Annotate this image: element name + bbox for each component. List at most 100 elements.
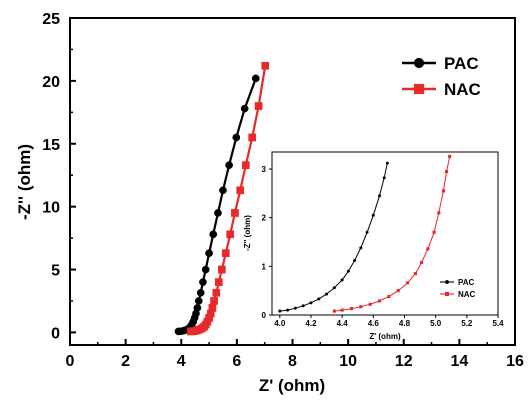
main-y-tick-label: 5: [51, 263, 60, 280]
inset-legend-marker-nac: [444, 291, 450, 297]
inset-x-axis-title: Z' (ohm): [369, 332, 401, 341]
main-nac-point: [212, 288, 221, 297]
inset-pac-point: [317, 297, 321, 301]
main-pac-point: [225, 161, 233, 169]
inset-x-tick-label: 5.4: [492, 319, 504, 328]
inset-y-tick-label: 3: [262, 165, 267, 174]
main-legend-label-pac: PAC: [444, 54, 479, 73]
main-y-tick-label: 15: [42, 137, 60, 154]
main-x-tick-label: 2: [121, 353, 130, 370]
inset-plot-frame: [271, 151, 499, 316]
inset-legend-label-pac: PAC: [458, 278, 475, 287]
inset-series-pac: [278, 161, 389, 313]
main-pac-point: [232, 133, 241, 142]
inset-nac-point: [359, 305, 363, 309]
inset-x-tick-label: 4.6: [368, 319, 380, 328]
main-y-tick-label: 20: [42, 74, 60, 91]
main-nac-point: [210, 297, 218, 305]
inset-nac-point: [437, 211, 441, 215]
inset-plot: 4.0 4.2 4.4 4.6 4.8 5.0 5.2 5.4 0 1 2 3 Z' (ohm) -Z''…: [243, 151, 504, 341]
inset-pac-point: [301, 304, 305, 308]
main-series-nac: [187, 61, 270, 336]
main-legend-label-nac: NAC: [444, 80, 481, 99]
main-nac-point: [208, 304, 217, 312]
main-x-tick-label: 4: [177, 353, 186, 370]
inset-y-tick-label: 0: [262, 311, 267, 320]
main-x-tick-label: 6: [232, 353, 241, 370]
main-pac-point: [194, 297, 203, 305]
inset-pac-point: [346, 269, 350, 273]
inset-pac-point: [293, 306, 297, 310]
inset-pac-point: [340, 278, 344, 282]
main-y-tick-label: 10: [42, 200, 60, 217]
inset-pac-point: [371, 213, 375, 217]
inset-pac-point: [382, 176, 386, 180]
main-legend: PAC NAC: [402, 54, 481, 99]
inset-nac-point: [420, 260, 424, 265]
main-nac-point: [226, 230, 235, 239]
main-nac-point: [241, 161, 250, 170]
main-pac-point: [199, 278, 207, 286]
main-x-tick-label: 12: [395, 353, 413, 370]
main-legend-marker-pac: [413, 57, 425, 69]
inset-x-tick-label: 4.2: [305, 319, 317, 328]
main-pac-point: [209, 230, 218, 239]
main-pac-point: [240, 104, 249, 113]
inset-nac-point: [426, 247, 430, 251]
inset-y-axis-title: -Z'' (ohm): [243, 215, 252, 251]
inset-x-tick-label: 4.0: [274, 319, 286, 328]
inset-pac-point: [385, 161, 389, 165]
main-pac-point: [219, 186, 227, 195]
main-x-tick-label: 16: [506, 353, 524, 370]
inset-nac-point: [387, 294, 391, 299]
inset-x-tick-label: 5.2: [461, 319, 473, 328]
main-pac-point: [193, 304, 202, 312]
inset-y-tick-label: 2: [262, 214, 267, 223]
main-nac-point: [214, 278, 223, 286]
inset-pac-point: [365, 230, 369, 234]
inset-pac-point: [325, 292, 329, 296]
inset-nac-point: [432, 230, 436, 234]
main-x-tick-label: 0: [66, 353, 75, 370]
inset-x-tick-label: 4.4: [337, 319, 349, 328]
main-x-tick-label: 10: [339, 353, 357, 370]
inset-pac-point: [278, 309, 282, 313]
inset-x-tick-label: 4.8: [399, 319, 411, 328]
inset-legend-marker-pac: [444, 279, 450, 285]
main-pac-point: [201, 265, 210, 274]
main-y-tick-label: 0: [51, 325, 60, 342]
inset-pac-point: [332, 286, 336, 290]
main-pac-point: [205, 249, 213, 258]
inset-nac-point: [413, 272, 417, 276]
inset-nac-point: [448, 154, 452, 158]
main-pac-point: [251, 74, 260, 83]
main-nac-point: [254, 102, 263, 110]
inset-nac-point: [340, 308, 344, 312]
inset-x-tick-label: 5.0: [430, 319, 442, 328]
inset-pac-point: [353, 258, 357, 263]
main-nac-point: [218, 265, 226, 274]
inset-pac-point: [286, 308, 290, 312]
inset-nac-point: [332, 309, 336, 313]
main-nac-point: [261, 61, 270, 70]
inset-nac-point: [441, 189, 445, 193]
main-nac-point: [236, 186, 245, 195]
main-pac-point: [214, 209, 222, 217]
main-y-tick-label: 25: [42, 11, 60, 28]
inset-y-tick-label: 1: [262, 262, 267, 271]
inset-nac-point: [445, 169, 449, 174]
inset-nac-point: [349, 307, 354, 311]
inset-legend: PAC NAC: [440, 278, 476, 299]
inset-series-nac: [332, 154, 452, 313]
inset-pac-point: [377, 194, 382, 198]
main-legend-marker-nac: [413, 83, 425, 95]
inset-nac-point: [406, 281, 410, 285]
main-pac-point: [196, 288, 205, 297]
main-y-axis-title: -Z'' (ohm): [15, 144, 34, 220]
inset-nac-point: [368, 302, 372, 306]
main-nac-point: [231, 209, 239, 217]
inset-nac-point: [377, 299, 382, 303]
inset-nac-point: [396, 289, 400, 293]
inset-legend-label-nac: NAC: [458, 290, 476, 299]
